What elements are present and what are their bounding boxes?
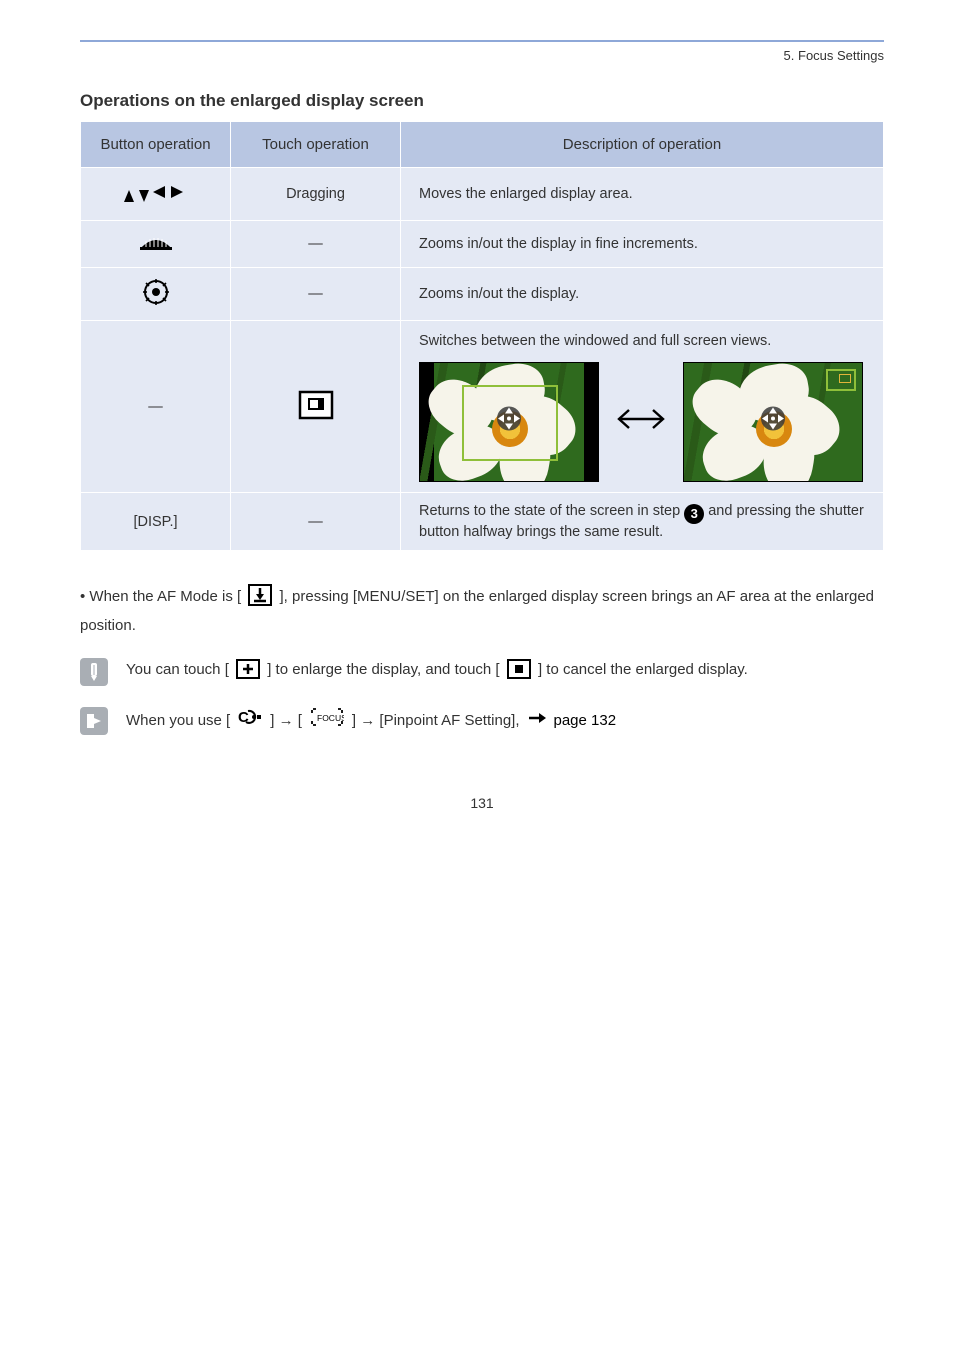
cell-desc-zoom: Zooms in/out the display.	[401, 268, 884, 321]
th-touch: Touch operation	[231, 122, 401, 168]
pencil-note: You can touch [ ] to enlarge the display…	[80, 658, 884, 687]
cell-btn-rear-dial	[81, 268, 231, 321]
cell-touch-empty: —	[231, 493, 401, 551]
pencil-suffix: ] to cancel the enlarged display.	[538, 661, 748, 678]
table-row: — Zooms in/out the display.	[81, 268, 884, 321]
cell-btn-arrows	[81, 168, 231, 221]
cell-touch-dash1: —	[231, 221, 401, 268]
arrow-mid1: ] → [	[270, 709, 302, 732]
reset-prefix: Returns to the state of the screen in st…	[419, 503, 684, 519]
move-cross-icon	[495, 405, 523, 440]
th-button: Button operation	[81, 122, 231, 168]
enlarge-plus-icon	[235, 658, 261, 687]
cell-touch-dash2: —	[231, 268, 401, 321]
cell-touch-window-toggle	[231, 321, 401, 493]
move-cross-icon	[759, 405, 787, 440]
table-row: [DISP.] — Returns to the state of the sc…	[81, 493, 884, 551]
front-dial-icon	[136, 241, 176, 257]
table-row: — Switches between the windowed and full…	[81, 321, 884, 493]
toggle-desc-text: Switches between the windowed and full s…	[419, 333, 771, 349]
custom-menu-icon: C	[238, 707, 262, 734]
right-arrow-icon	[528, 709, 546, 732]
bidirectional-arrow-icon	[617, 404, 665, 441]
cell-desc-toggle: Switches between the windowed and full s…	[401, 321, 884, 493]
pencil-mid: ] to enlarge the display, and touch [	[267, 661, 499, 678]
cell-btn-front-dial	[81, 221, 231, 268]
running-head: 5. Focus Settings	[80, 48, 884, 63]
mid-paragraph: • When the AF Mode is [ ], pressing [MEN…	[80, 583, 884, 638]
operations-table: Button operation Touch operation Descrip…	[80, 121, 884, 551]
arrow-note-body: When you use [ C ] → [ FOCUS ] → [Pinpoi…	[126, 707, 884, 734]
table-row: Dragging Moves the enlarged display area…	[81, 168, 884, 221]
arrow-note: When you use [ C ] → [ FOCUS ] → [Pinpoi…	[80, 707, 884, 735]
thumb-full	[683, 362, 863, 482]
cell-desc-reset: Returns to the state of the screen in st…	[401, 493, 884, 551]
arrow-leadin: When you use [	[126, 709, 230, 732]
goto-arrow-icon	[80, 707, 108, 735]
mid-prefix: When the AF Mode is [	[89, 588, 241, 605]
dpad-arrows-icon	[113, 178, 199, 206]
table-row: — Zooms in/out the display in fine incre…	[81, 221, 884, 268]
cell-touch-drag: Dragging	[231, 168, 401, 221]
page-link[interactable]: page 132	[554, 709, 617, 732]
cell-desc-fine: Zooms in/out the display in fine increme…	[401, 221, 884, 268]
cell-desc-move: Moves the enlarged display area.	[401, 168, 884, 221]
pencil-note-body: You can touch [ ] to enlarge the display…	[126, 658, 884, 687]
rear-dial-icon	[141, 294, 171, 310]
zoom-illustration	[419, 362, 865, 482]
focus-submenu-icon: FOCUS	[310, 707, 344, 734]
cell-btn-empty: —	[81, 321, 231, 493]
circled-step-3: 3	[684, 504, 704, 524]
cancel-zoom-icon	[506, 658, 532, 687]
thumb-windowed	[419, 362, 599, 482]
window-toggle-icon	[298, 408, 334, 424]
arrow-mid2: ] → [Pinpoint AF Setting],	[352, 709, 520, 732]
section-title: Operations on the enlarged display scree…	[80, 91, 884, 111]
cell-btn-disp: [DISP.]	[81, 493, 231, 551]
pencil-icon	[80, 658, 108, 686]
page-number: 131	[80, 795, 884, 811]
th-desc: Description of operation	[401, 122, 884, 168]
pinpoint-af-icon	[247, 583, 273, 614]
zoom-rect-full	[826, 369, 856, 391]
top-rule	[80, 40, 884, 42]
pencil-prefix: You can touch [	[126, 661, 229, 678]
svg-text:FOCUS: FOCUS	[317, 713, 344, 723]
